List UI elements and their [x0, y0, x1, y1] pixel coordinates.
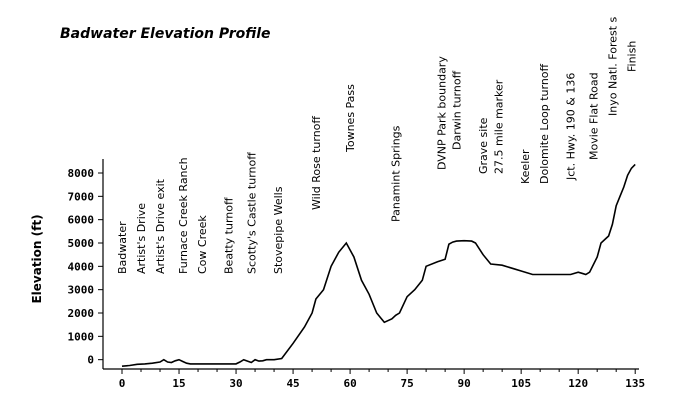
x-tick-label: 0	[119, 377, 126, 390]
y-tick-label: 1000	[68, 330, 95, 343]
y-tick-label: 4000	[68, 260, 95, 273]
x-tick-label: 105	[511, 377, 531, 390]
annotation-label: Inyo Natl. Forest s	[606, 16, 619, 116]
annotations: Badwater Artist's Drive Artist's Drive exi…	[116, 16, 638, 274]
chart-title: Badwater Elevation Profile	[60, 26, 271, 42]
x-tick-label: 75	[400, 377, 413, 390]
y-axis-label: Elevation (ft)	[30, 214, 44, 303]
series	[121, 163, 636, 367]
annotation-label: Beatty turnoff	[222, 197, 235, 274]
annotation-label: Townes Pass	[344, 84, 357, 153]
y-tick-label: 7000	[68, 190, 95, 203]
y-tick-label: 3000	[68, 284, 95, 297]
annotation-label: Panamint Springs	[390, 125, 403, 222]
x-tick-label: 60	[343, 377, 356, 390]
elevation-line	[121, 163, 636, 367]
annotation-label: Wild Rose turnoff	[310, 116, 323, 210]
y-tick-label: 2000	[68, 307, 95, 320]
annotation-label: Finish	[625, 41, 638, 72]
annotation-label: Artist's Drive exit	[154, 178, 167, 274]
y-tick-label: 6000	[68, 214, 95, 227]
annotation-label: Furnace Creek Ranch	[177, 157, 190, 274]
annotation-label: Stovepipe Wells	[272, 186, 285, 274]
axes: 0 1000 2000 3000 4000 5000 6000 7000 8000 0 15 30 45…	[68, 159, 645, 390]
annotation-label: Grave site	[477, 117, 490, 174]
annotation-label: DVNP Park boundary	[435, 56, 448, 170]
x-tick-label: 135	[625, 377, 645, 390]
annotation-label: Cow Creek	[196, 215, 209, 274]
x-tick-label: 30	[229, 377, 242, 390]
annotation-label: Darwin turnoff	[451, 70, 464, 150]
annotation-label: Movie Flat Road	[587, 72, 600, 160]
annotation-label: 27.5 mile marker	[492, 79, 505, 174]
x-tick-label: 45	[286, 377, 299, 390]
x-tick-label: 90	[458, 377, 471, 390]
annotation-label: Dolomite Loop turnoff	[538, 63, 551, 184]
x-tick-label: 15	[172, 377, 185, 390]
annotation-label: Jct. Hwy. 190 & 136	[565, 73, 578, 181]
x-tick-label: 120	[568, 377, 588, 390]
y-tick-label: 8000	[68, 167, 95, 180]
y-tick-label: 5000	[68, 237, 95, 250]
annotation-label: Badwater	[116, 221, 129, 274]
annotation-label: Scotty's Castle turnoff	[245, 152, 258, 274]
y-tick-label: 0	[87, 354, 94, 367]
annotation-label: Keeler	[519, 149, 532, 184]
annotation-label: Artist's Drive	[135, 203, 148, 274]
